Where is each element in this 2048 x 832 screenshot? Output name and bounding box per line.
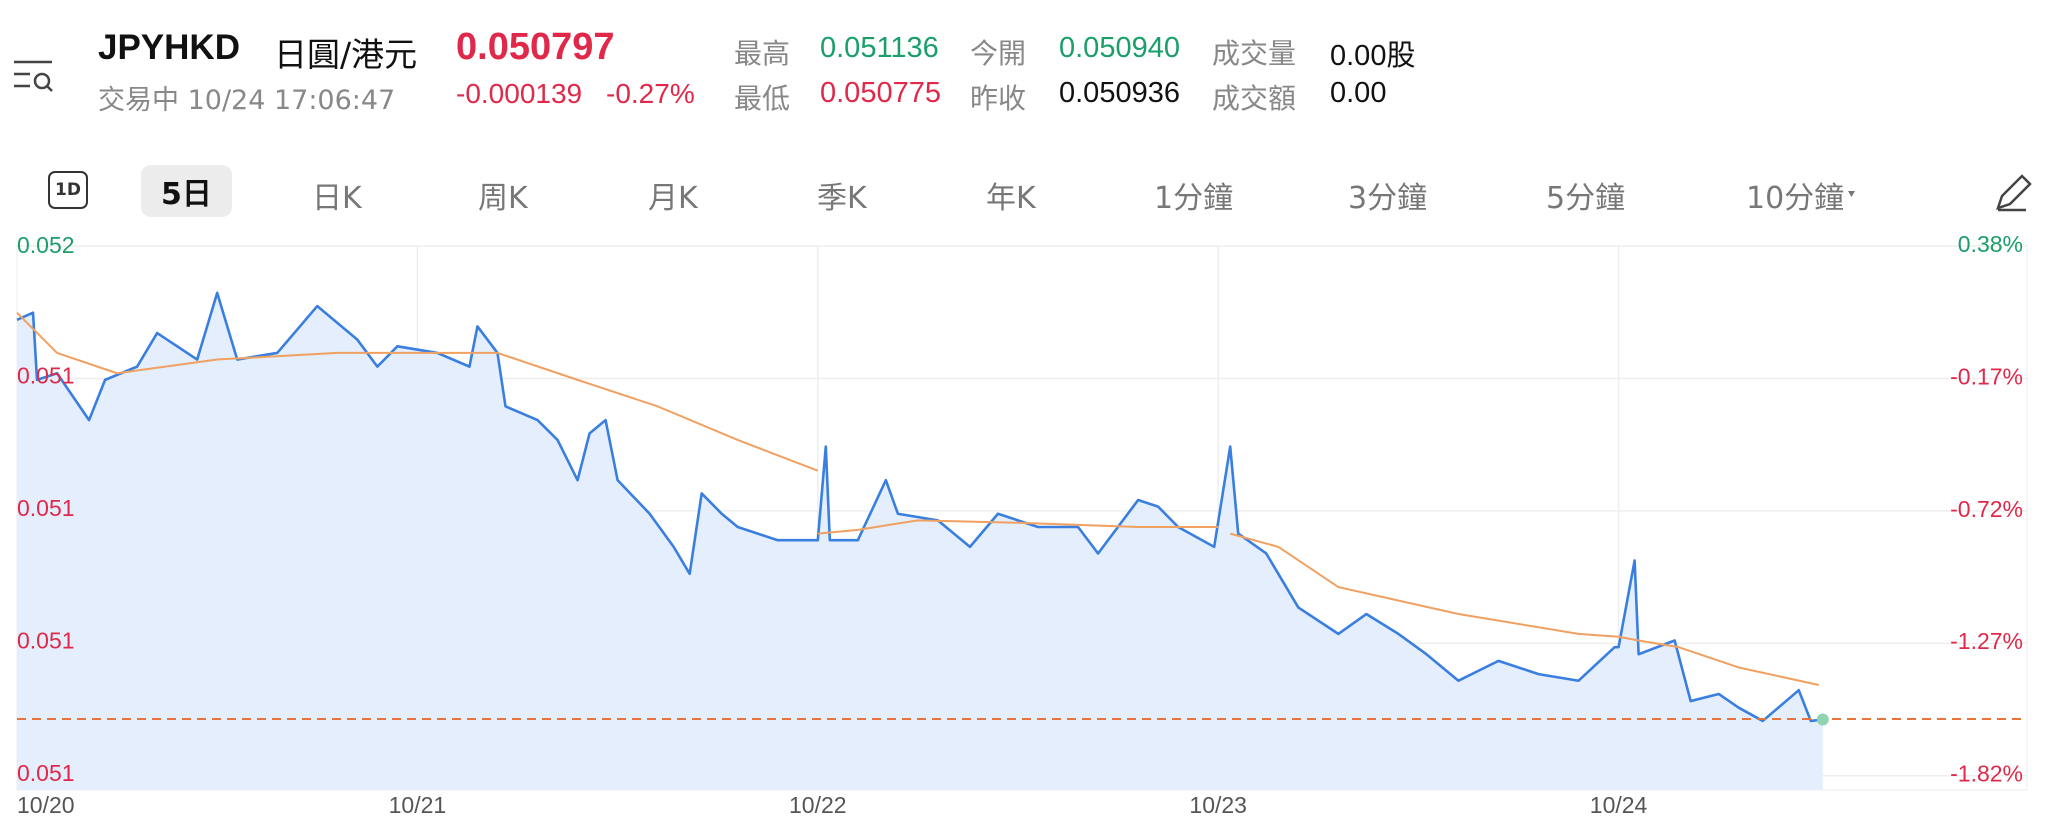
- stat-value: 0.00股: [1330, 40, 1416, 72]
- stat-label: 今開: [970, 37, 1027, 70]
- plot: [16, 245, 2028, 791]
- y-tick-label: 0.051: [17, 363, 75, 389]
- y-tick-label: 0.052: [17, 232, 75, 258]
- y-tick-label: 0.051: [17, 760, 75, 786]
- tab[interactable]: 5分鐘: [1546, 181, 1626, 216]
- x-tick-label: 10/22: [789, 792, 847, 818]
- last-point: [1816, 713, 1829, 726]
- x-tick-label: 10/21: [389, 792, 447, 818]
- stat-value: 0.050940: [1059, 32, 1180, 64]
- stat-value: 0.050936: [1059, 77, 1180, 109]
- price-line: [16, 291, 1823, 723]
- y2-tick-label: 0.38%: [1958, 231, 2023, 257]
- menu-search-icon[interactable]: [14, 60, 53, 92]
- price-line: [16, 311, 1820, 686]
- status: 交易中 10/24 17:06:47: [98, 85, 396, 116]
- y2-tick-label: -1.82%: [1950, 761, 2023, 787]
- stat-value: 0.051136: [820, 32, 939, 64]
- change-pct: -0.27%: [606, 78, 695, 109]
- y2-tick-label: -1.27%: [1950, 628, 2023, 654]
- tab[interactable]: 日K: [312, 181, 362, 216]
- symbol: JPYHKD: [98, 28, 240, 67]
- area: [17, 292, 1823, 790]
- x-tick-label: 10/23: [1189, 792, 1247, 818]
- tab[interactable]: 周K: [478, 181, 528, 216]
- stat-label: 成交額: [1212, 82, 1297, 115]
- stat-label: 昨收: [970, 82, 1027, 115]
- tab[interactable]: 10分鐘: [1746, 181, 1845, 216]
- x-tick-label: 10/20: [17, 792, 75, 818]
- tab[interactable]: 季K: [817, 181, 867, 216]
- tab[interactable]: 年K: [986, 181, 1036, 216]
- y2-tick-label: -0.17%: [1950, 363, 2023, 389]
- period-icon[interactable]: 1D: [48, 171, 88, 209]
- stat-label: 最低: [734, 82, 791, 115]
- change: -0.000139: [456, 78, 583, 109]
- stat-label: 成交量: [1212, 37, 1297, 70]
- stat-value: 0.050775: [820, 77, 941, 109]
- stat-value: 0.00: [1330, 77, 1387, 109]
- price: 0.050797: [456, 26, 615, 68]
- y-tick-label: 0.051: [17, 627, 75, 653]
- tab[interactable]: 3分鐘: [1348, 181, 1428, 216]
- pair-name: 日圓/港元: [274, 35, 418, 74]
- dropdown-caret[interactable]: [1848, 191, 1855, 197]
- y2-tick-label: -0.72%: [1950, 496, 2023, 522]
- draw-tool-icon[interactable]: [1996, 174, 2032, 212]
- y-tick-label: 0.051: [17, 495, 75, 521]
- stat-label: 最高: [734, 37, 791, 70]
- tab[interactable]: 月K: [648, 181, 698, 216]
- tab[interactable]: 1分鐘: [1154, 181, 1234, 216]
- x-tick-label: 10/24: [1590, 792, 1648, 818]
- tab[interactable]: 5日: [141, 165, 232, 217]
